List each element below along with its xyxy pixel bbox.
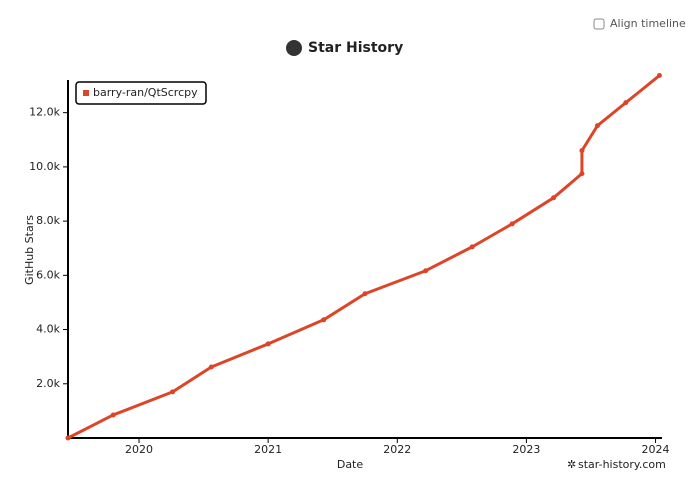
legend-label: barry-ran/QtScrcpy bbox=[93, 86, 198, 99]
x-tick-label: 2024 bbox=[642, 443, 670, 456]
point bbox=[469, 244, 475, 250]
point bbox=[656, 73, 662, 79]
point bbox=[423, 268, 429, 274]
point bbox=[110, 412, 116, 418]
x-tick-label: 2023 bbox=[512, 443, 540, 456]
point bbox=[265, 341, 271, 347]
point bbox=[321, 317, 327, 323]
align-checkbox[interactable] bbox=[593, 18, 605, 30]
align-timeline-label[interactable]: Align timeline bbox=[610, 17, 686, 30]
point bbox=[594, 123, 600, 129]
legend-box bbox=[75, 81, 207, 105]
y-tick-label: 8.0k bbox=[36, 214, 60, 227]
watermark-icon: ✲ bbox=[567, 458, 576, 471]
point bbox=[551, 195, 557, 201]
y-axis-label: GitHub Stars bbox=[23, 215, 36, 285]
y-tick-label: 10.0k bbox=[29, 160, 60, 173]
x-axis-label: Date bbox=[337, 458, 364, 471]
x-tick-label: 2021 bbox=[254, 443, 282, 456]
point bbox=[623, 100, 629, 106]
line bbox=[67, 74, 661, 440]
point bbox=[509, 221, 515, 227]
chart-title: Star History bbox=[308, 40, 403, 56]
point bbox=[579, 148, 585, 154]
legend-swatch bbox=[83, 90, 89, 96]
title-icon bbox=[286, 40, 302, 56]
watermark: star-history.com bbox=[578, 458, 666, 471]
y-tick-label: 4.0k bbox=[36, 323, 60, 336]
point bbox=[208, 364, 214, 370]
y-tick-label: 12.0k bbox=[29, 106, 60, 119]
y-tick-label: 6.0k bbox=[36, 268, 60, 281]
x-tick-label: 2022 bbox=[383, 443, 411, 456]
point bbox=[579, 171, 585, 177]
y-tick-label: 2.0k bbox=[36, 377, 60, 390]
point bbox=[362, 291, 368, 297]
point bbox=[170, 389, 176, 395]
x-tick-label: 2020 bbox=[125, 443, 153, 456]
point bbox=[65, 435, 71, 441]
